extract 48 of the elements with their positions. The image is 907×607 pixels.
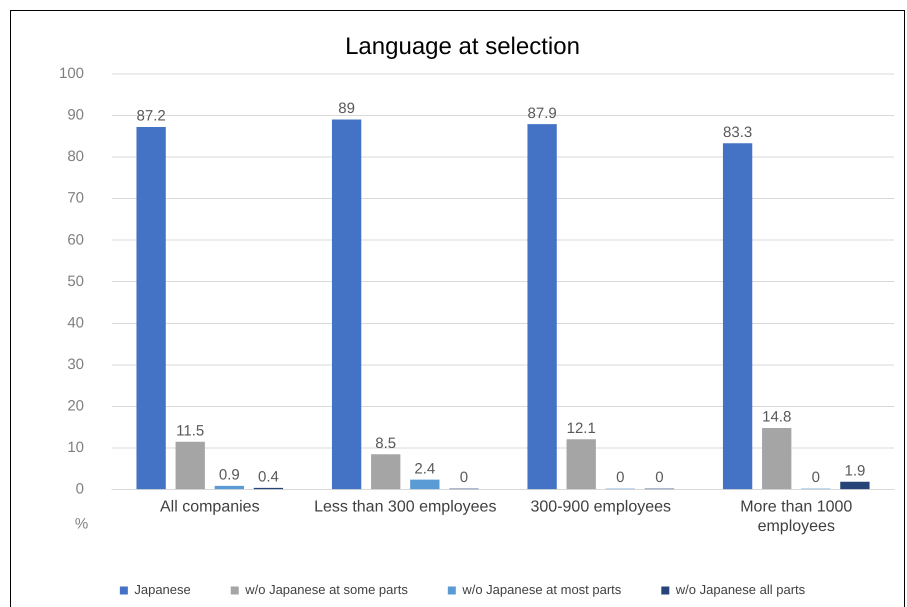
data-label: 83.3 <box>723 124 752 141</box>
y-tick-label: 50 <box>67 272 84 290</box>
bar <box>176 442 205 490</box>
y-tick-label: 40 <box>67 314 84 332</box>
bar <box>722 143 752 490</box>
bar <box>410 480 440 490</box>
y-tick-label: 90 <box>67 106 84 124</box>
bar <box>136 127 166 490</box>
y-tick-label: 30 <box>67 356 84 373</box>
y-tick-label: 100 <box>58 64 84 82</box>
data-label: 0 <box>616 469 624 486</box>
bar <box>762 428 792 490</box>
data-label: 0 <box>655 469 664 486</box>
data-label: 0 <box>460 469 468 486</box>
y-tick-label: 60 <box>67 231 84 248</box>
data-label: 87.2 <box>136 108 166 125</box>
bar <box>214 486 244 490</box>
bar <box>566 439 596 490</box>
y-axis-title: % <box>74 516 88 533</box>
data-label: 2.4 <box>414 460 436 478</box>
y-tick-label: 20 <box>67 398 84 415</box>
legend-label: w/o Japanese at most parts <box>461 582 622 598</box>
x-tick-label: All companies <box>160 498 260 516</box>
data-label: 12.1 <box>566 420 596 437</box>
bar <box>332 120 362 490</box>
data-label: 1.9 <box>844 462 866 480</box>
chart-title: Language at selection <box>345 33 580 60</box>
data-label: 0.4 <box>258 468 279 486</box>
y-tick-label: 0 <box>76 480 84 498</box>
data-label: 14.8 <box>762 408 792 426</box>
y-tick-label: 80 <box>67 148 84 166</box>
data-label: 0.9 <box>218 466 240 484</box>
data-label: 0 <box>812 469 820 486</box>
data-label: 87.9 <box>528 104 557 122</box>
legend-label: w/o Japanese at some parts <box>244 582 408 598</box>
data-label: 89 <box>338 100 355 118</box>
x-tick-label: 300-900 employees <box>530 498 672 516</box>
y-tick-label: 10 <box>67 439 84 456</box>
bar <box>840 482 870 490</box>
data-label: 8.5 <box>375 434 396 452</box>
legend-label: Japanese <box>134 582 191 598</box>
y-tick-label: 70 <box>67 190 84 207</box>
bar <box>371 454 400 490</box>
data-label: 11.5 <box>176 422 204 440</box>
x-tick-label: More than 1000 employees <box>740 498 852 535</box>
legend-label: w/o Japanese all parts <box>674 582 806 598</box>
x-tick-label: Less than 300 employees <box>314 498 496 516</box>
bar <box>527 124 557 490</box>
